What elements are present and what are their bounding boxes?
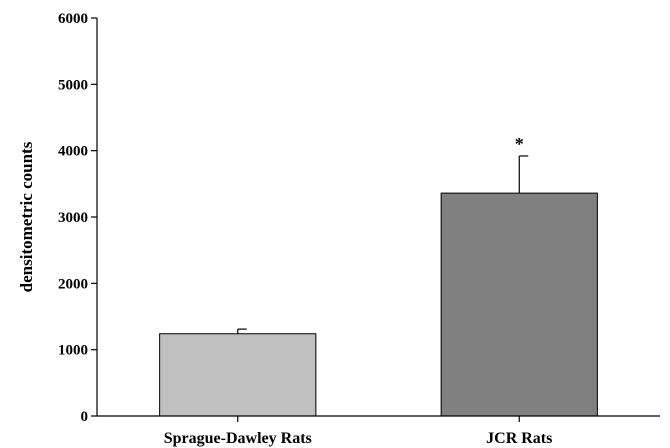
bars: [159, 192, 598, 417]
significance-marker-1: *: [515, 134, 524, 154]
y-tick-label-0: 0: [81, 409, 89, 425]
y-tick-label-6: 6000: [58, 11, 88, 27]
error-bars: [237, 155, 529, 334]
x-axis-ticks: Sprague-Dawley Rats JCR Rats: [164, 416, 552, 447]
bar-1: [440, 192, 598, 417]
x-category-label-1: JCR Rats: [486, 430, 552, 447]
y-tick-label-1: 1000: [58, 343, 88, 359]
y-axis-ticks: 0 1000 2000 3000 4000 5000 6000: [58, 11, 97, 425]
x-category-label-0: Sprague-Dawley Rats: [164, 430, 312, 447]
y-tick-label-2: 2000: [58, 276, 88, 292]
y-tick-label-4: 4000: [58, 144, 88, 160]
y-tick-label-5: 5000: [58, 77, 88, 93]
y-tick-label-3: 3000: [58, 210, 88, 226]
y-axis-title: densitometric counts: [17, 141, 36, 292]
annotations: *: [515, 134, 524, 154]
bar-0: [159, 333, 317, 417]
